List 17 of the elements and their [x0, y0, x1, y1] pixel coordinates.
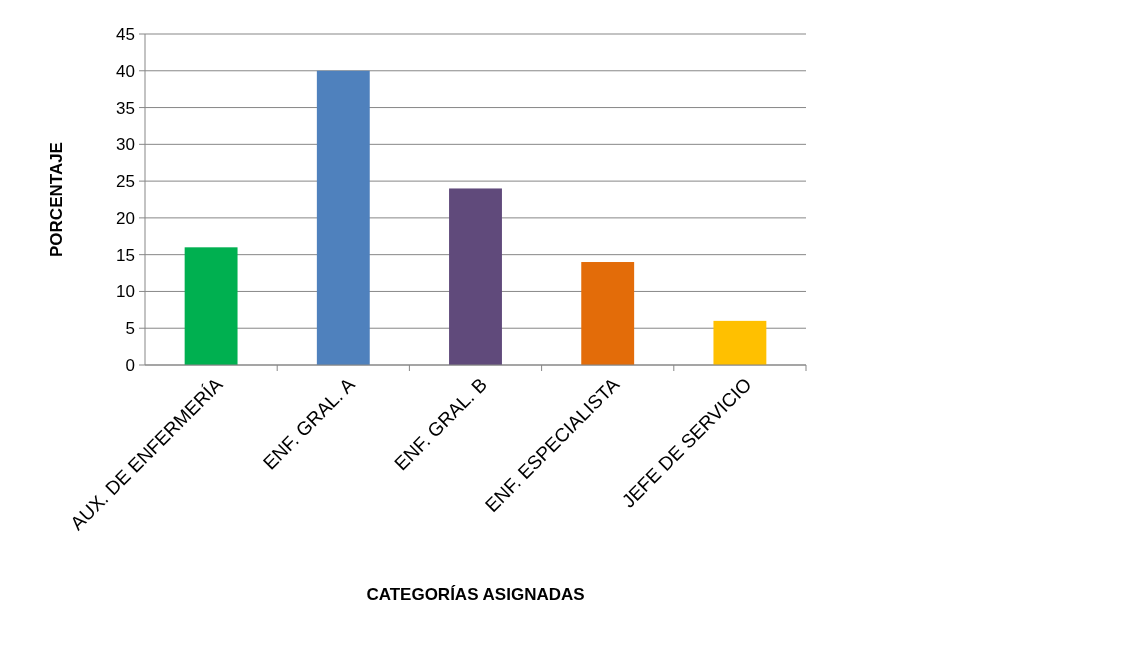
y-tick-label: 45 — [116, 24, 135, 44]
bar — [713, 320, 767, 365]
x-axis-title: CATEGORÍAS ASIGNADAS — [366, 585, 585, 604]
bar — [316, 70, 370, 365]
y-tick-label: 20 — [116, 208, 135, 228]
y-tick-label: 5 — [125, 319, 135, 339]
y-tick-label: 40 — [116, 61, 135, 81]
y-tick-label: 15 — [116, 245, 135, 265]
y-tick-label: 35 — [116, 98, 135, 118]
y-tick-label: 30 — [116, 135, 135, 155]
y-tick-label: 10 — [116, 282, 135, 302]
y-tick-label: 25 — [116, 172, 135, 192]
y-axis-title: PORCENTAJE — [47, 142, 66, 257]
bar — [581, 262, 635, 365]
y-tick-label: 0 — [125, 355, 135, 375]
bar — [184, 247, 238, 365]
bar — [449, 188, 502, 365]
